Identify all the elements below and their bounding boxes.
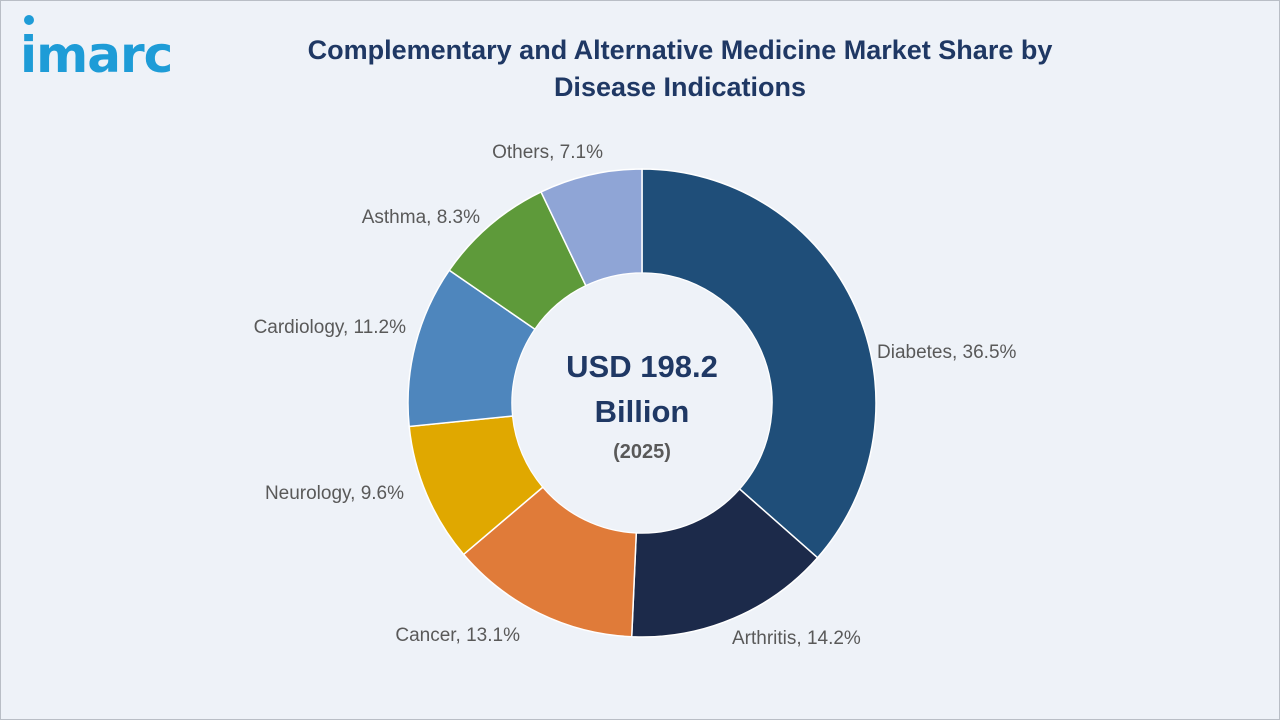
donut-hole [512, 273, 772, 533]
chart-title: Complementary and Alternative Medicine M… [307, 35, 1053, 102]
slice-labels: Diabetes, 36.5% Arthritis, 14.2% Cancer, 1… [254, 142, 1017, 649]
donut-slices [407, 168, 877, 638]
label-diabetes: Diabetes, 36.5% [877, 342, 1017, 363]
center-year: (2025) [613, 441, 671, 463]
label-cancer: Cancer, 13.1% [395, 625, 520, 646]
label-others: Others, 7.1% [492, 142, 603, 163]
center-value: USD 198.2 [566, 349, 718, 384]
label-asthma: Asthma, 8.3% [362, 207, 480, 228]
center-unit: Billion [595, 394, 690, 429]
logo-dot [24, 15, 34, 25]
imarc-logo: imarc [20, 26, 173, 84]
slice-diabetes [641, 168, 877, 559]
label-cardiology: Cardiology, 11.2% [254, 317, 407, 338]
label-neurology: Neurology, 9.6% [265, 483, 404, 504]
label-arthritis: Arthritis, 14.2% [732, 628, 861, 649]
slice-others [540, 168, 643, 287]
